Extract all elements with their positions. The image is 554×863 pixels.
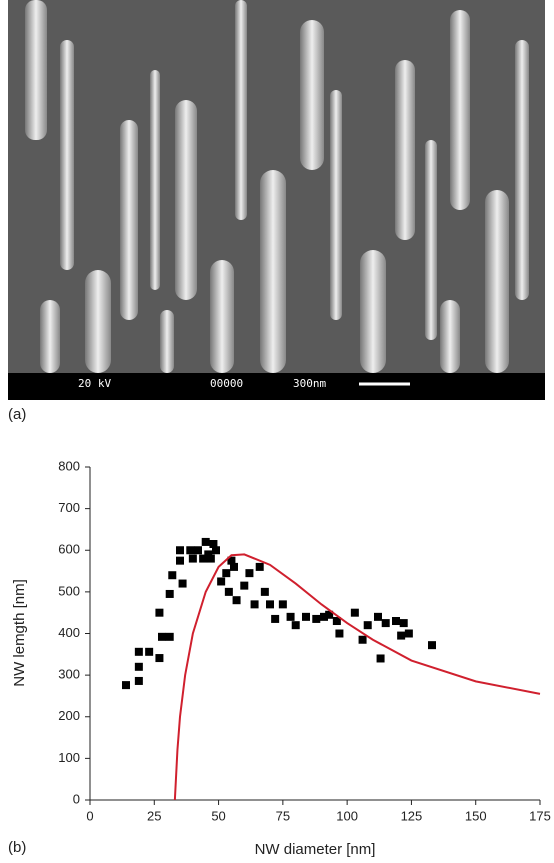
data-point [312,614,321,623]
y-tick-label: 300 [58,667,80,682]
pillars [25,0,529,373]
data-point [194,546,202,555]
y-tick-label: 800 [58,458,80,473]
y-tick-label: 200 [58,708,80,723]
data-point [204,550,213,559]
data-point [428,641,436,650]
data-point [350,608,359,617]
data-point [335,629,344,638]
data-point [134,662,143,671]
y-tick-label: 100 [58,750,80,765]
data-point [302,612,310,621]
data-point [376,654,385,663]
x-tick-label: 0 [86,808,93,823]
data-point [217,577,226,586]
x-axis-title: NW diameter [nm] [255,841,376,858]
data-point [206,554,215,563]
data-point [176,556,184,565]
data-point [374,612,382,621]
data-point [278,600,287,609]
y-axis-title: NW lemgth [nm] [11,579,28,687]
data-point [291,621,300,630]
data-point [178,579,187,588]
sem-voltage: 20 kV [78,377,111,390]
data-point [286,612,295,621]
data-point [332,617,341,626]
sem-info-bar [8,373,545,400]
x-tick-label: 175 [529,808,551,823]
data-point [320,612,328,621]
data-point [168,571,177,580]
data-point [363,621,372,630]
x-tick-label: 75 [276,808,290,823]
data-point [240,581,249,590]
data-point [165,589,174,598]
data-point [399,619,408,628]
y-tick-label: 700 [58,500,80,515]
data-point [158,632,166,641]
y-tick-label: 500 [58,583,80,598]
data-point [122,681,130,690]
data-point [155,654,164,663]
data-point [397,631,406,640]
data-point [260,587,269,596]
panel-label: (b) [8,839,26,856]
data-point [255,562,264,571]
data-point [392,617,400,626]
panel-label: (a) [8,406,26,423]
x-tick-label: 100 [336,808,358,823]
data-point [232,596,241,605]
y-tick-label: 400 [58,625,80,640]
data-point [358,635,367,644]
data-point [250,600,259,609]
data-point [266,600,274,609]
x-tick-label: 125 [401,808,423,823]
data-point [381,619,390,628]
data-point [212,546,220,555]
data-point [134,676,143,685]
data-point [209,540,218,549]
data-point [224,587,233,596]
fit-line [173,553,541,801]
data-point [230,562,238,571]
data-point [227,556,236,565]
x-tick-label: 150 [465,808,487,823]
data-point [176,546,184,555]
data-point [145,647,154,656]
data-point [222,569,231,578]
data-point [155,608,164,617]
data-point [134,647,143,656]
y-tick-label: 600 [58,542,80,557]
chart: NW diameter [nm] NW lemgth [nm] 0 25 50 75 1… [11,458,551,858]
data-point [404,629,413,638]
x-tick-label: 25 [147,808,161,823]
x-tick-label: 50 [211,808,225,823]
data-point [165,632,174,641]
sem-code: 00000 [210,377,243,390]
data-point [188,554,197,563]
data-point [199,554,208,563]
y-tick-label: 0 [73,791,80,806]
data-point [201,537,210,546]
data-point [271,614,280,623]
data-point [245,569,254,578]
data-point [186,546,195,555]
sem-image: 20 kV 00000 300nm [8,0,545,400]
data-point [325,610,334,619]
sem-scale: 300nm [293,377,326,390]
